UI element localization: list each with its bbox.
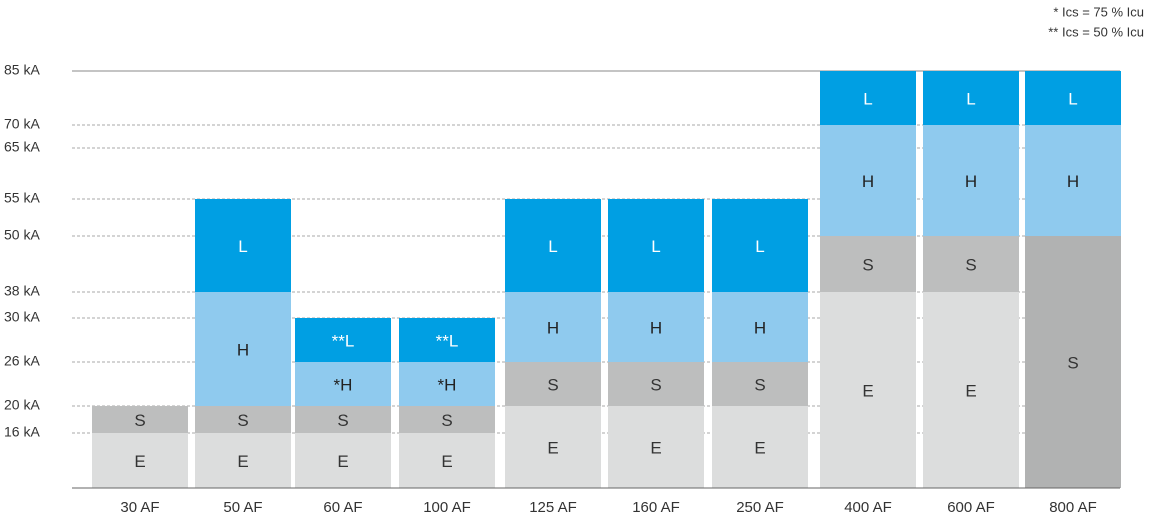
x-tick-label: 30 AF: [120, 499, 159, 516]
segment-label: E: [134, 452, 145, 471]
segment-label: L: [863, 89, 872, 108]
segment-label: E: [650, 438, 661, 457]
segment-label: *H: [334, 375, 353, 394]
bar-segment: [195, 292, 291, 406]
segment-label: L: [755, 237, 764, 256]
bar-segment: [712, 292, 808, 362]
segment-label: E: [237, 452, 248, 471]
bar-segment: [608, 406, 704, 488]
bar-segment: [820, 125, 916, 236]
bar-segment: [923, 71, 1019, 125]
bar-segment: [92, 433, 188, 488]
bar-segment: [505, 199, 601, 292]
segment-label: S: [1067, 353, 1078, 372]
y-tick-label: 20 kA: [4, 397, 40, 413]
segment-label: E: [441, 452, 452, 471]
y-tick-label: 30 kA: [4, 309, 40, 325]
bar-segment: [505, 362, 601, 406]
segment-label: **L: [436, 331, 459, 350]
bar-segment: [1025, 236, 1121, 488]
bar-segment: [608, 292, 704, 362]
segment-label: H: [862, 172, 874, 191]
x-tick-label: 400 AF: [844, 499, 892, 516]
bars: [92, 71, 1121, 488]
segment-label: S: [547, 375, 558, 394]
x-tick-label: 160 AF: [632, 499, 680, 516]
bar-segment: [295, 318, 391, 362]
x-tick-label: 600 AF: [947, 499, 995, 516]
segment-label: S: [862, 255, 873, 274]
bar-segment: [295, 433, 391, 488]
bar-segment: [712, 199, 808, 292]
bar-segment: [505, 406, 601, 488]
segment-label: S: [754, 375, 765, 394]
segment-label: S: [134, 411, 145, 430]
bar-segment: [399, 362, 495, 406]
segment-label: **L: [332, 331, 355, 350]
segment-label: E: [337, 452, 348, 471]
bar-segment: [923, 236, 1019, 292]
bar-segment: [712, 406, 808, 488]
y-tick-label: 38 kA: [4, 283, 40, 299]
segment-label: L: [651, 237, 660, 256]
bar-segment: [295, 362, 391, 406]
bar-segment: [399, 406, 495, 433]
bar-segment: [195, 406, 291, 433]
segment-label: S: [337, 411, 348, 430]
y-tick-label: 85 kA: [4, 62, 40, 78]
bar-segment: [1025, 125, 1121, 236]
bar-segment: [399, 433, 495, 488]
segment-label: E: [862, 381, 873, 400]
bar-segment: [820, 292, 916, 488]
bar-segment: [820, 236, 916, 292]
bar-segment: [608, 362, 704, 406]
y-tick-label: 55 kA: [4, 190, 40, 206]
x-tick-label: 100 AF: [423, 499, 471, 516]
x-tick-label: 50 AF: [223, 499, 262, 516]
segment-label: H: [1067, 172, 1079, 191]
bar-segment: [399, 318, 495, 362]
segment-label: L: [966, 89, 975, 108]
y-tick-label: 16 kA: [4, 424, 40, 440]
bar-segment: [195, 199, 291, 292]
segment-label: H: [237, 340, 249, 359]
segment-label: S: [965, 255, 976, 274]
x-tick-label: 800 AF: [1049, 499, 1097, 516]
bar-segment: [92, 406, 188, 433]
bar-segment: [820, 71, 916, 125]
bar-segment: [505, 292, 601, 362]
segment-label: E: [754, 438, 765, 457]
bar-segment: [195, 433, 291, 488]
segment-label: L: [1068, 89, 1077, 108]
segment-label: *H: [438, 375, 457, 394]
y-tick-label: 26 kA: [4, 353, 40, 369]
segment-label: S: [237, 411, 248, 430]
segment-label: L: [238, 237, 247, 256]
bar-segment: [712, 362, 808, 406]
bar-segment: [923, 125, 1019, 236]
note: * Ics = 75 % Icu: [1053, 4, 1144, 19]
y-tick-label: 65 kA: [4, 139, 40, 155]
segment-label: S: [441, 411, 452, 430]
bar-segment: [608, 199, 704, 292]
bar-segment: [923, 292, 1019, 488]
segment-label: H: [965, 172, 977, 191]
x-tick-label: 125 AF: [529, 499, 577, 516]
segment-label: H: [754, 318, 766, 337]
segment-label: L: [548, 237, 557, 256]
bar-segment: [1025, 71, 1121, 125]
y-tick-label: 50 kA: [4, 227, 40, 243]
y-tick-label: 70 kA: [4, 116, 40, 132]
note: ** Ics = 50 % Icu: [1048, 24, 1144, 39]
segment-label: H: [650, 318, 662, 337]
x-tick-label: 250 AF: [736, 499, 784, 516]
segment-label: E: [965, 381, 976, 400]
x-tick-label: 60 AF: [323, 499, 362, 516]
bar-segment: [295, 406, 391, 433]
segment-label: S: [650, 375, 661, 394]
segment-label: E: [547, 438, 558, 457]
segment-label: H: [547, 318, 559, 337]
